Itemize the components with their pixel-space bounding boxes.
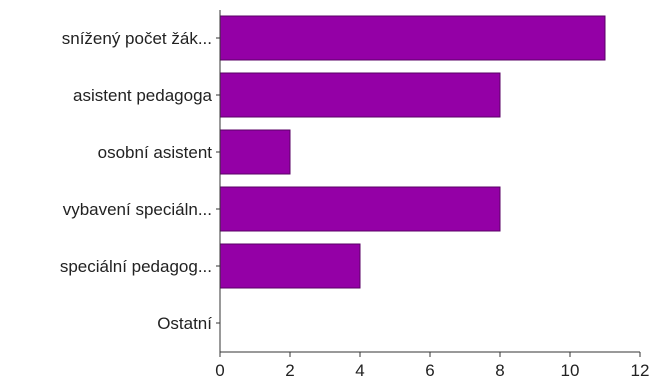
category-label-4: speciální pedagog... [60,257,212,276]
x-tick-label-5: 10 [561,361,580,380]
bar-2 [219,129,291,175]
category-label-3: vybavení speciáln... [63,200,212,219]
category-label-0: snížený počet žák... [62,29,212,48]
bar-4 [219,243,361,289]
bar-1 [219,72,501,118]
x-tick-label-6: 12 [631,361,650,380]
category-label-5: Ostatní [157,314,212,333]
x-tick-labels-group: 0 2 4 6 8 10 12 [215,361,649,380]
x-tick-label-3: 6 [425,361,434,380]
x-tick-label-1: 2 [285,361,294,380]
x-tick-label-2: 4 [355,361,364,380]
bars-group [219,15,606,289]
x-tick-label-4: 8 [495,361,504,380]
bar-3 [219,186,501,232]
x-tick-label-0: 0 [215,361,224,380]
bar-0 [219,15,606,61]
category-label-1: asistent pedagoga [73,86,212,105]
category-labels-group: snížený počet žák... asistent pedagoga oso… [60,29,213,333]
category-label-2: osobní asistent [98,143,213,162]
axes-group [216,10,641,357]
